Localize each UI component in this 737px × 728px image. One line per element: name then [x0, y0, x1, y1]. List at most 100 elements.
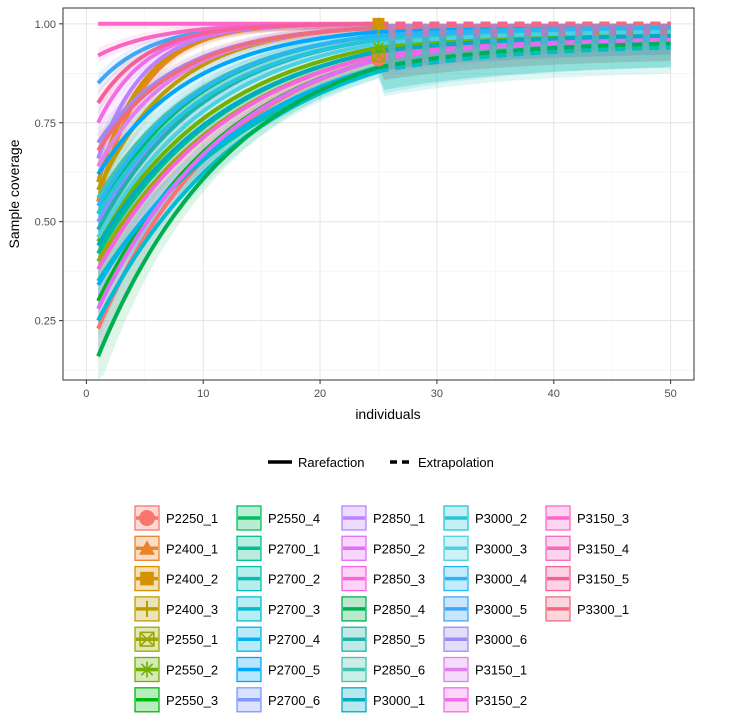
band-P2250_1	[98, 23, 671, 361]
band-P2550_3	[98, 23, 671, 331]
y-tick-label: 1.00	[35, 19, 56, 31]
legend-item-P3000_4: P3000_4	[443, 565, 527, 592]
legend-item-P2250_1: P2250_1	[134, 505, 218, 531]
legend-label: P2700_4	[268, 632, 320, 647]
legend-item-P2550_2: P2550_2	[134, 656, 218, 683]
legend-label: P3000_4	[475, 572, 527, 587]
legend-label: P3000_3	[475, 541, 527, 556]
legend-item-P2700_1: P2700_1	[236, 535, 320, 561]
legend-item-P2700_3: P2700_3	[236, 596, 320, 622]
legend-label: P2700_2	[268, 572, 320, 587]
legend-label: P2850_5	[373, 632, 425, 647]
y-axis-title: Sample coverage	[6, 139, 22, 248]
legend-label: P2550_1	[166, 632, 218, 647]
legend-label: P3000_1	[373, 693, 425, 708]
legend-label: P2250_1	[166, 511, 218, 526]
x-tick-label: 0	[83, 388, 89, 400]
band-P3000_3	[98, 23, 671, 262]
rarefaction-P2700_5	[96, 29, 379, 176]
legend-key-marker	[139, 510, 155, 526]
observed-point-P2550_2	[372, 42, 385, 54]
x-tick-label: 40	[548, 388, 560, 400]
legend-key-marker	[140, 663, 154, 676]
legend-label: P2850_1	[373, 511, 425, 526]
legend-key-marker	[139, 631, 155, 647]
legend-item-P2400_3: P2400_3	[134, 596, 218, 622]
legend-label: P3300_1	[577, 602, 629, 617]
legend-item-P3150_5: P3150_5	[545, 565, 629, 592]
band-P3000_4	[98, 23, 671, 227]
legend-label: P2550_2	[166, 663, 218, 678]
rarefaction-label: Rarefaction	[298, 455, 364, 470]
legend-item-P2850_5: P2850_5	[341, 626, 425, 652]
legend-key-marker	[139, 631, 155, 647]
rarefaction-P3000_2	[96, 37, 379, 215]
axes: 0 10 20 30 40 50 0.25 0.50 0.75 1.00	[35, 19, 677, 400]
legend-key-marker	[139, 540, 155, 555]
rarefaction-P2850_3	[96, 53, 379, 271]
extrapolation-label: Extrapolation	[418, 455, 494, 470]
legend-label: P2700_5	[268, 663, 320, 678]
rarefaction-P2850_2	[96, 57, 380, 310]
legend-item-P3000_1: P3000_1	[341, 687, 425, 713]
extrapolation-P3000_1	[378, 33, 671, 54]
band-P2850_4	[98, 23, 671, 381]
rarefaction-P3150_5	[96, 21, 379, 105]
legend-label: P3000_6	[475, 632, 527, 647]
legend-label: P3150_2	[475, 693, 527, 708]
legend-label: P2850_2	[373, 541, 425, 556]
legend-label: P2700_1	[268, 541, 320, 556]
extrapolation-P3300_1	[378, 21, 671, 30]
legend-item-P3000_6: P3000_6	[443, 626, 527, 652]
legend-label: P2400_2	[166, 572, 218, 587]
extrapolation-P3000_4	[378, 25, 671, 38]
y-tick-label: 0.75	[35, 118, 56, 130]
extrapolation-P2850_2	[378, 37, 671, 62]
legend-item-P2850_6: P2850_6	[341, 656, 425, 683]
rarefaction-P3000_1	[96, 49, 379, 247]
band-P2850_3	[98, 23, 671, 297]
legend-item-P2850_3: P2850_3	[341, 565, 425, 592]
band-P3150_4	[98, 23, 671, 64]
x-axis-title: individuals	[355, 406, 420, 422]
linetype-legend: Rarefaction Extrapolation	[268, 455, 494, 470]
legend-label: P2700_3	[268, 602, 320, 617]
legend-item-P2850_4: P2850_4	[341, 596, 425, 622]
legend-item-P3000_5: P3000_5	[443, 596, 527, 622]
legend-item-P3150_4: P3150_4	[545, 535, 629, 561]
legend-item-P3000_2: P3000_2	[443, 505, 527, 531]
y-tick-label: 0.25	[35, 316, 56, 328]
legend-label: P3150_1	[475, 663, 527, 678]
rarefaction-P2850_4	[96, 65, 380, 358]
x-tick-label: 20	[314, 388, 326, 400]
legend-label: P2850_6	[373, 663, 425, 678]
rarefaction-P3000_4	[96, 33, 379, 207]
band-P2700_4	[98, 23, 671, 314]
legend-item-P2700_4: P2700_4	[236, 626, 320, 652]
extrapolation-P2700_2	[378, 45, 671, 74]
legend-label: P2400_1	[166, 541, 218, 556]
band-P3150_5	[98, 23, 671, 115]
x-tick-label: 50	[665, 388, 677, 400]
rarefaction-P2550_2	[96, 45, 379, 243]
legend-item-P2550_1: P2550_1	[134, 626, 218, 652]
observed-point-P2250_1	[371, 52, 386, 67]
legend-item-P2700_2: P2700_2	[236, 565, 320, 592]
band-P2700_3	[98, 23, 671, 353]
legend-item-P2550_4: P2550_4	[236, 505, 320, 531]
legend-item-P2850_1: P2850_1	[341, 505, 425, 531]
x-tick-label: 30	[431, 388, 443, 400]
legend-label: P3000_2	[475, 511, 527, 526]
legend-item-P2400_2: P2400_2	[134, 565, 218, 592]
extrapolation-P2850_4	[378, 41, 671, 70]
legend-item-P2700_5: P2700_5	[236, 656, 320, 683]
legend-label: P2550_4	[268, 511, 320, 526]
band-P3150_2	[98, 23, 671, 137]
legend-label: P2550_3	[166, 693, 218, 708]
band-P2850_2	[98, 23, 671, 340]
band-P2550_2	[98, 23, 671, 266]
legend-label: P3150_3	[577, 511, 629, 526]
series-lines	[96, 21, 671, 358]
observed-markers	[371, 16, 386, 67]
